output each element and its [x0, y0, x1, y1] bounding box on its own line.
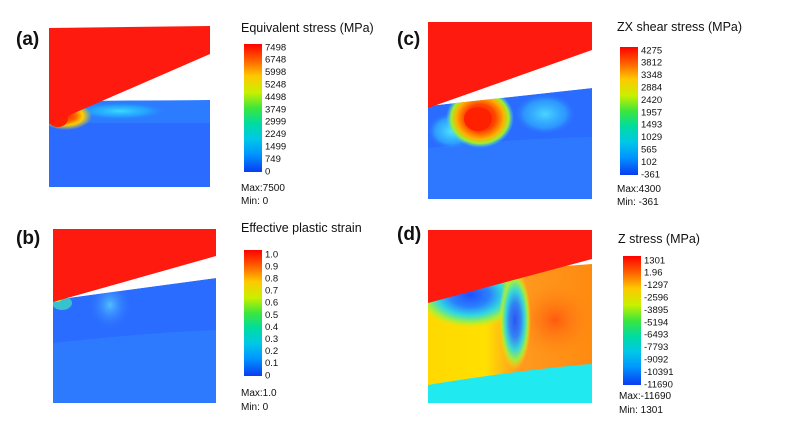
panel-b-colorbar-scale — [244, 250, 262, 376]
panel-d-orange-zone — [515, 282, 592, 358]
colorbar-tick-label: 102 — [641, 157, 657, 168]
panel-b: (b) Effective plastic strain 1.00.90.80.… — [16, 221, 362, 413]
colorbar-tick-label: 2884 — [641, 83, 662, 94]
colorbar-tick-label: 565 — [641, 145, 657, 156]
panel-d-label: (d) — [397, 224, 421, 245]
colorbar-tick-label: 0.1 — [265, 358, 278, 369]
colorbar-tick-label: -6493 — [644, 330, 668, 341]
colorbar-tick-label: 749 — [265, 154, 281, 165]
panel-d-tool — [428, 230, 592, 303]
colorbar-tick-label: 0.8 — [265, 274, 278, 285]
colorbar-tick-label: -3895 — [644, 305, 668, 316]
colorbar-tick-label: 7498 — [265, 42, 286, 53]
colorbar-tick-label: 1493 — [641, 120, 662, 131]
panel-b-min: Min: 0 — [241, 402, 269, 413]
panel-b-title: Effective plastic strain — [241, 221, 362, 235]
panel-d-colorbar: Z stress (MPa) 1301 1.96-1297 -2596-3895-5… — [618, 232, 700, 416]
colorbar-tick-label: 6748 — [265, 55, 286, 66]
colorbar-tick-label: -11690 — [644, 379, 673, 390]
colorbar-tick-label: 0.5 — [265, 310, 278, 321]
colorbar-tick-label: 3749 — [265, 104, 286, 115]
panel-c-peak-zone — [464, 107, 492, 131]
panel-b-field — [53, 229, 216, 403]
colorbar-tick-label: 5248 — [265, 80, 286, 91]
colorbar-tick-label: -7793 — [644, 342, 668, 353]
colorbar-tick-label: 0.7 — [265, 286, 278, 297]
panel-a-tool — [49, 26, 210, 124]
colorbar-tick-label: -361 — [641, 169, 660, 180]
panel-b-tool — [53, 229, 216, 302]
panel-d-min: Min: 1301 — [619, 405, 663, 416]
panel-b-colorbar: Effective plastic strain 1.00.9 0.80.70.6… — [241, 221, 362, 413]
panel-a-cyan-band — [72, 102, 168, 120]
panel-b-substrate — [53, 330, 216, 403]
panel-c-min: Min: -361 — [617, 197, 659, 208]
colorbar-tick-label: -1297 — [644, 280, 668, 291]
panel-a-substrate — [49, 122, 210, 187]
colorbar-tick-label: -9092 — [644, 355, 668, 366]
panel-c-title: ZX shear stress (MPa) — [617, 20, 742, 34]
panel-a-min: Min: 0 — [241, 196, 269, 207]
panel-b-max: Max:1.0 — [241, 388, 277, 399]
colorbar-tick-label: 3348 — [641, 70, 662, 81]
colorbar-tick-label: 5998 — [265, 67, 286, 78]
colorbar-tick-label: 0 — [265, 370, 270, 381]
panel-d-colorbar-scale — [623, 256, 641, 385]
colorbar-tick-label: 1957 — [641, 107, 662, 118]
panel-b-tick-labels: 1.00.9 0.80.70.60.50.40.30.20.10 — [265, 249, 278, 381]
panel-a-colorbar-scale — [244, 44, 262, 172]
colorbar-tick-label: -2596 — [644, 293, 668, 304]
panel-c-tool — [428, 22, 592, 108]
panel-a-field — [49, 26, 210, 187]
panel-d-field — [428, 230, 592, 403]
colorbar-tick-label: 1.0 — [265, 249, 278, 260]
panel-c-label: (c) — [397, 29, 420, 50]
panel-d-title: Z stress (MPa) — [618, 232, 700, 246]
panel-b-label: (b) — [16, 228, 40, 249]
panel-d: (d) Z stress (MPa) 1301 1.96-1297 -2596-38… — [397, 224, 700, 416]
colorbar-tick-label: 3812 — [641, 58, 662, 69]
colorbar-tick-label: -10391 — [644, 367, 674, 378]
colorbar-tick-label: 1499 — [265, 142, 286, 153]
panel-c-substrate — [428, 137, 592, 199]
panel-d-substrate — [428, 364, 592, 403]
colorbar-tick-label: 4275 — [641, 45, 662, 56]
panel-a-max: Max:7500 — [241, 183, 285, 194]
panel-d-max: Max:-11690 — [619, 391, 672, 402]
colorbar-tick-label: 0.6 — [265, 298, 278, 309]
panel-c-field — [428, 22, 592, 199]
colorbar-tick-label: 0.9 — [265, 261, 278, 272]
colorbar-tick-label: 1029 — [641, 132, 662, 143]
colorbar-tick-label: 0.3 — [265, 334, 278, 345]
panel-c-colorbar-scale — [620, 47, 638, 175]
colorbar-tick-label: 2249 — [265, 129, 286, 140]
colorbar-tick-label: 0.2 — [265, 346, 278, 357]
colorbar-tick-label: 1301 — [644, 255, 665, 266]
colorbar-tick-label: 0.4 — [265, 322, 278, 333]
panel-d-compressive-tail — [499, 270, 531, 370]
colorbar-tick-label: -5194 — [644, 317, 668, 328]
panel-a-label: (a) — [16, 29, 39, 50]
colorbar-tick-label: 4498 — [265, 92, 286, 103]
panel-d-tick-labels: 1301 1.96-1297 -2596-3895-5194 -6493-7793 -9… — [644, 255, 674, 390]
colorbar-tick-label: 0 — [265, 166, 270, 177]
panel-a-title: Equivalent stress (MPa) — [241, 21, 374, 35]
panel-c-cyan-zone-right — [515, 94, 575, 134]
panel-a: (a) Equivalent stress (MPa) 7498 67485998… — [16, 21, 374, 207]
panel-c-max: Max:4300 — [617, 184, 661, 195]
colorbar-tick-label: 2420 — [641, 95, 662, 106]
colorbar-tick-label: 2999 — [265, 117, 286, 128]
colorbar-tick-label: 1.96 — [644, 268, 663, 279]
